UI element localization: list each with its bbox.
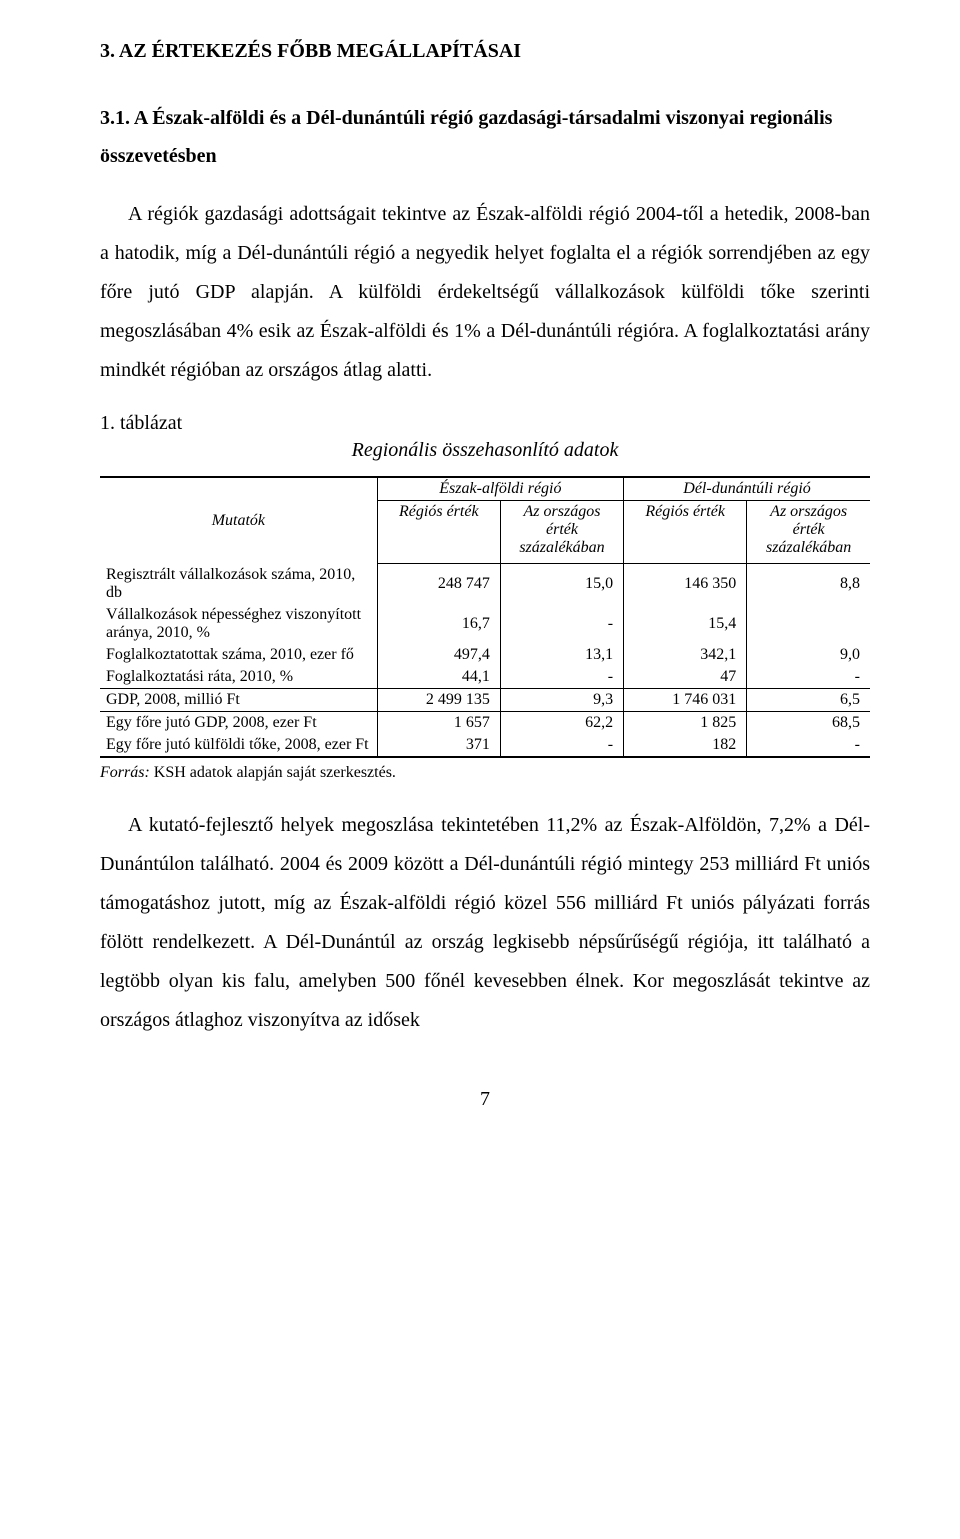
row-label: GDP, 2008, millió Ft	[100, 688, 377, 711]
table-subheader-c: Régiós érték	[624, 501, 747, 564]
paragraph-1: A régiók gazdasági adottságait tekintve …	[100, 195, 870, 390]
cell: 13,1	[500, 644, 623, 666]
table-subheader-b: Az országos érték százalékában	[500, 501, 623, 564]
table-subheader-a: Régiós érték	[377, 501, 500, 564]
table-row: GDP, 2008, millió Ft 2 499 135 9,3 1 746…	[100, 688, 870, 711]
section-heading: 3. AZ ÉRTEKEZÉS FŐBB MEGÁLLAPÍTÁSAI	[100, 40, 870, 63]
cell: 182	[624, 734, 747, 757]
comparison-table: Mutatók Észak-alföldi régió Dél-dunántúl…	[100, 476, 870, 758]
cell	[747, 604, 870, 644]
cell: 2 499 135	[377, 688, 500, 711]
row-label: Foglalkoztatási ráta, 2010, %	[100, 666, 377, 689]
cell: -	[747, 666, 870, 689]
cell: 342,1	[624, 644, 747, 666]
cell: 8,8	[747, 564, 870, 604]
table-row: Foglalkoztatottak száma, 2010, ezer fő 4…	[100, 644, 870, 666]
table-label: 1. táblázat	[100, 412, 870, 435]
cell: 1 746 031	[624, 688, 747, 711]
row-label: Egy főre jutó külföldi tőke, 2008, ezer …	[100, 734, 377, 757]
cell: -	[500, 734, 623, 757]
table-header-region-a: Észak-alföldi régió	[377, 477, 623, 501]
cell: 371	[377, 734, 500, 757]
cell: 15,4	[624, 604, 747, 644]
cell: 248 747	[377, 564, 500, 604]
table-header-mutatok: Mutatók	[100, 477, 377, 564]
row-label: Vállalkozások népességhez viszonyított a…	[100, 604, 377, 644]
cell: 497,4	[377, 644, 500, 666]
cell: 1 657	[377, 711, 500, 734]
row-label: Foglalkoztatottak száma, 2010, ezer fő	[100, 644, 377, 666]
cell: 15,0	[500, 564, 623, 604]
paragraph-2: A kutató-fejlesztő helyek megoszlása tek…	[100, 806, 870, 1040]
cell: -	[500, 604, 623, 644]
cell: 62,2	[500, 711, 623, 734]
table-row: Foglalkoztatási ráta, 2010, % 44,1 - 47 …	[100, 666, 870, 689]
cell: -	[747, 734, 870, 757]
row-label: Egy főre jutó GDP, 2008, ezer Ft	[100, 711, 377, 734]
table-subheader-d: Az országos érték százalékában	[747, 501, 870, 564]
cell: 9,0	[747, 644, 870, 666]
cell: 44,1	[377, 666, 500, 689]
table-row: Egy főre jutó külföldi tőke, 2008, ezer …	[100, 734, 870, 757]
cell: 6,5	[747, 688, 870, 711]
cell: -	[500, 666, 623, 689]
cell: 1 825	[624, 711, 747, 734]
table-caption: Regionális összehasonlító adatok	[100, 439, 870, 462]
page-number: 7	[100, 1088, 870, 1111]
table-header-region-b: Dél-dunántúli régió	[624, 477, 870, 501]
subsection-heading: 3.1. A Észak-alföldi és a Dél-dunántúli …	[100, 99, 870, 175]
table-source: Forrás: KSH adatok alapján saját szerkes…	[100, 764, 870, 782]
source-label: Forrás:	[100, 764, 150, 781]
cell: 68,5	[747, 711, 870, 734]
cell: 16,7	[377, 604, 500, 644]
table-row: Regisztrált vállalkozások száma, 2010, d…	[100, 564, 870, 604]
source-text: KSH adatok alapján saját szerkesztés.	[150, 764, 396, 781]
table-row: Vállalkozások népességhez viszonyított a…	[100, 604, 870, 644]
table-row: Egy főre jutó GDP, 2008, ezer Ft 1 657 6…	[100, 711, 870, 734]
cell: 47	[624, 666, 747, 689]
row-label: Regisztrált vállalkozások száma, 2010, d…	[100, 564, 377, 604]
cell: 9,3	[500, 688, 623, 711]
cell: 146 350	[624, 564, 747, 604]
